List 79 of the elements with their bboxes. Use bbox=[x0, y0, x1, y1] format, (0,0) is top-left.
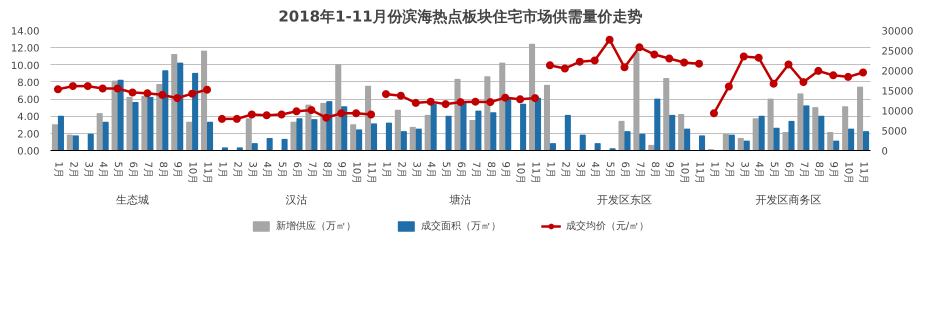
x-tick-label: 6月 bbox=[783, 162, 794, 178]
x-tick-label: 11月 bbox=[694, 162, 705, 184]
x-tick-label: 1月 bbox=[52, 162, 64, 178]
x-tick-label: 10月 bbox=[186, 162, 198, 184]
y-tick-label: 4.00 bbox=[17, 112, 40, 124]
x-tick-label: 6月 bbox=[619, 162, 630, 178]
x-tick-label: 3月 bbox=[246, 162, 258, 178]
x-tick-label: 8月 bbox=[648, 162, 660, 178]
x-tick-label: 7月 bbox=[142, 162, 153, 178]
x-tick-label: 5月 bbox=[604, 162, 616, 178]
legend-label: 成交面积（万㎡） bbox=[420, 220, 501, 233]
y-tick-label: 8.00 bbox=[17, 78, 40, 89]
x-tick-label: 7月 bbox=[306, 162, 317, 178]
x-tick-label: 8月 bbox=[812, 162, 824, 178]
text: 开发区商务区 bbox=[756, 194, 822, 206]
y2-tick-label: 30000 bbox=[882, 26, 914, 38]
legend-label: 成交均价（元/㎡） bbox=[566, 220, 650, 233]
x-tick-label: 2月 bbox=[395, 162, 406, 178]
x-tick-label: 1月 bbox=[708, 162, 720, 178]
x-tick-label: 6月 bbox=[127, 162, 138, 178]
x-tick-label: 4月 bbox=[97, 162, 108, 178]
y-tick-label: 2.00 bbox=[17, 129, 40, 140]
text: 生态城 bbox=[116, 194, 149, 206]
x-tick-label: 6月 bbox=[291, 162, 302, 178]
x-tick-label: 9月 bbox=[828, 162, 839, 178]
x-tick-label: 1月 bbox=[380, 162, 392, 178]
x-tick-label: 5月 bbox=[440, 162, 452, 178]
y2-tick-label: 20000 bbox=[882, 66, 914, 78]
x-tick-label: 11月 bbox=[366, 162, 377, 184]
x-tick-label: 4月 bbox=[261, 162, 272, 178]
x-tick-label: 2月 bbox=[67, 162, 78, 178]
x-tick-label: 9月 bbox=[172, 162, 183, 178]
x-tick-label: 3月 bbox=[574, 162, 586, 178]
x-tick-label: 5月 bbox=[768, 162, 780, 178]
x-tick-label: 3月 bbox=[82, 162, 94, 178]
x-tick-label: 5月 bbox=[112, 162, 124, 178]
legend-label: 新增供应（万㎡） bbox=[276, 220, 356, 233]
x-tick-label: 4月 bbox=[425, 162, 436, 178]
text: 汉沽 bbox=[286, 194, 308, 206]
y2-tick-label: 0 bbox=[882, 146, 888, 158]
y2-tick-label: 10000 bbox=[882, 106, 914, 118]
x-tick-label: 9月 bbox=[500, 162, 511, 178]
x-tick-label: 10月 bbox=[842, 162, 854, 184]
text: 塘沽 bbox=[448, 194, 472, 206]
x-tick-label: 9月 bbox=[664, 162, 675, 178]
x-tick-label: 4月 bbox=[589, 162, 600, 178]
x-tick-label: 2月 bbox=[723, 162, 734, 178]
y-tick-label: 10.00 bbox=[10, 60, 40, 72]
x-tick-label: 5月 bbox=[276, 162, 288, 178]
x-tick-label: 1月 bbox=[216, 162, 228, 178]
x-tick-label: 4月 bbox=[753, 162, 764, 178]
x-tick-label: 6月 bbox=[455, 162, 466, 178]
chart-title: 2018年1-11月份滨海热点板块住宅市场供需量价走势 bbox=[278, 8, 643, 26]
y-tick-label: 0.00 bbox=[17, 146, 40, 158]
x-tick-label: 10月 bbox=[514, 162, 526, 184]
x-tick-label: 10月 bbox=[350, 162, 362, 184]
x-tick-label: 8月 bbox=[484, 162, 496, 178]
y2-tick-label: 25000 bbox=[882, 46, 914, 58]
y-tick-label: 6.00 bbox=[17, 95, 40, 106]
x-tick-label: 7月 bbox=[634, 162, 645, 178]
x-tick-label: 2月 bbox=[231, 162, 242, 178]
text: 开发区东区 bbox=[597, 194, 652, 206]
y-tick-label: 14.00 bbox=[10, 26, 40, 38]
x-tick-label: 7月 bbox=[470, 162, 481, 178]
x-tick-label: 8月 bbox=[320, 162, 332, 178]
x-tick-label: 7月 bbox=[798, 162, 809, 178]
x-tick-label: 11月 bbox=[530, 162, 541, 184]
x-tick-label: 8月 bbox=[156, 162, 168, 178]
y-tick-label: 12.00 bbox=[10, 44, 40, 55]
x-tick-label: 10月 bbox=[678, 162, 690, 184]
y2-tick-label: 5000 bbox=[882, 126, 907, 138]
x-tick-label: 11月 bbox=[858, 162, 869, 184]
x-tick-label: 1月 bbox=[544, 162, 556, 178]
x-tick-label: 9月 bbox=[336, 162, 347, 178]
x-tick-label: 3月 bbox=[410, 162, 422, 178]
x-tick-label: 2月 bbox=[559, 162, 570, 178]
y2-tick-label: 15000 bbox=[882, 86, 914, 98]
x-tick-label: 3月 bbox=[738, 162, 750, 178]
x-tick-label: 11月 bbox=[202, 162, 213, 184]
